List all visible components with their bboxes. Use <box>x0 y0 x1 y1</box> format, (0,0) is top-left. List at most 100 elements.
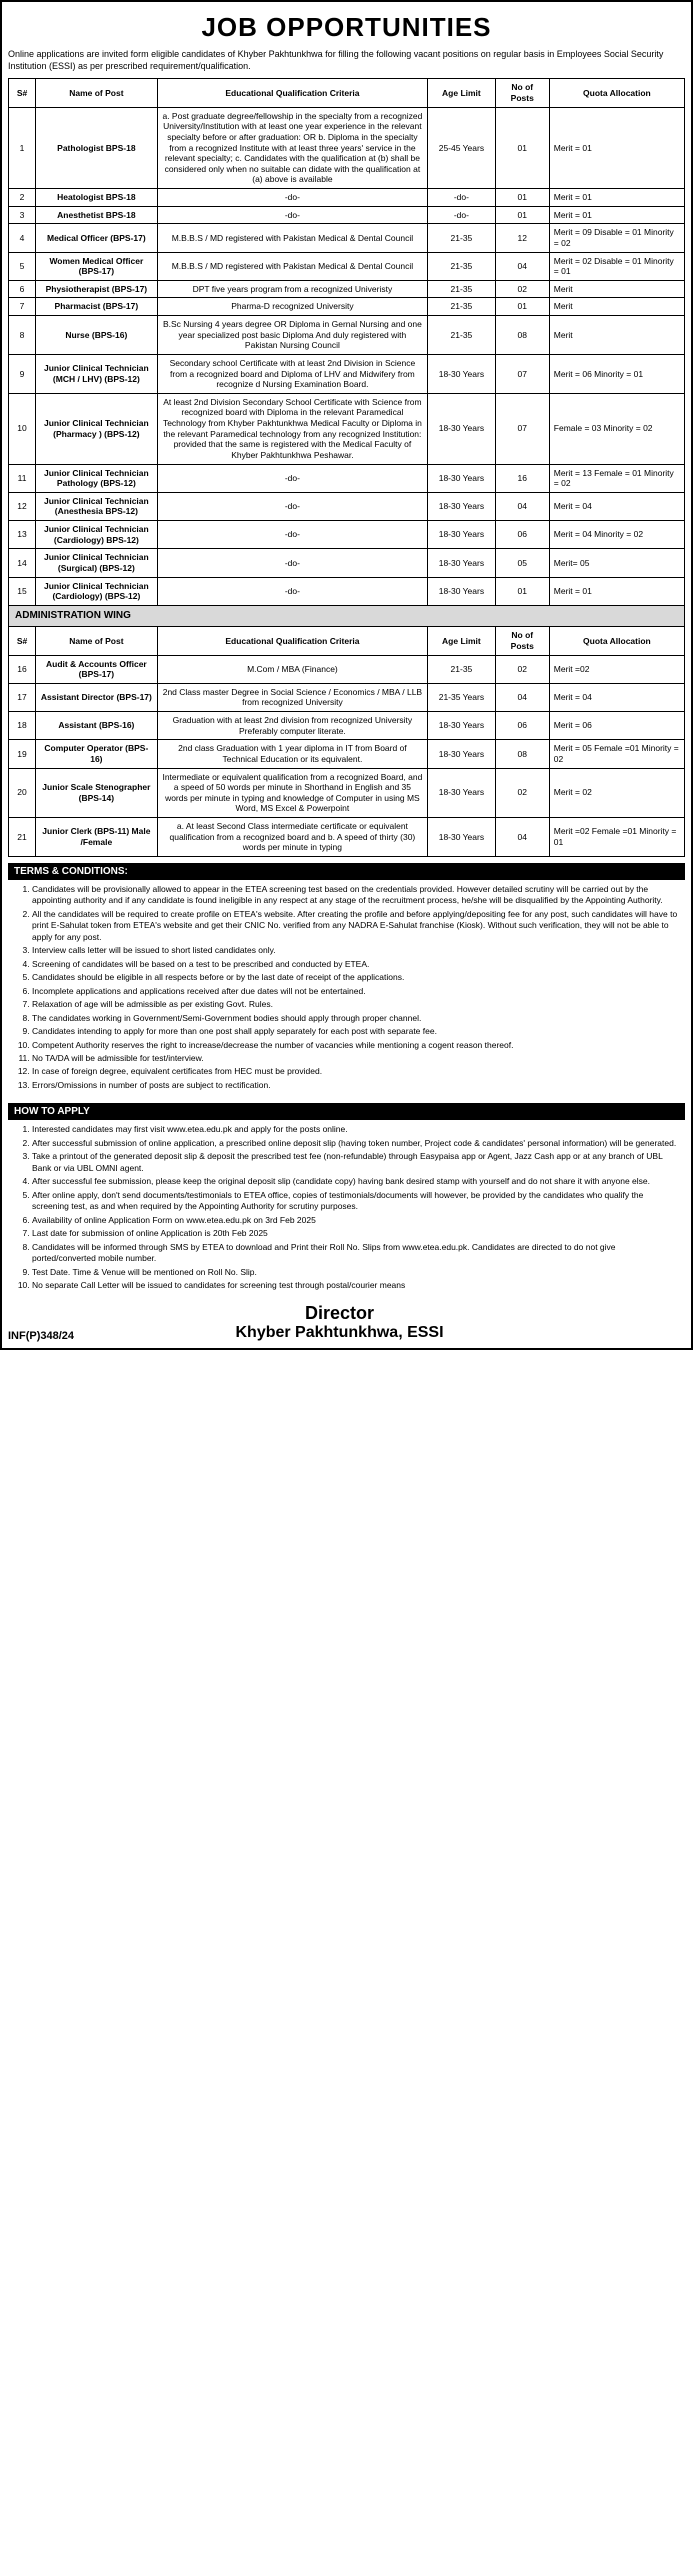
col-age: Age Limit <box>428 627 496 655</box>
cell-name: Junior Clinical Technician (Cardiology) … <box>36 521 158 549</box>
col-name: Name of Post <box>36 627 158 655</box>
table-row: 18Assistant (BPS-16)Graduation with at l… <box>9 712 685 740</box>
cell-sn: 8 <box>9 316 36 355</box>
cell-num: 06 <box>495 712 549 740</box>
cell-crit: Intermediate or equivalent qualification… <box>157 768 427 818</box>
cell-name: Junior Clinical Technician (Surgical) (B… <box>36 549 158 577</box>
list-item: After successful submission of online ap… <box>32 1138 679 1149</box>
cell-quota: Merit = 01 <box>549 107 684 188</box>
cell-age: 18-30 Years <box>428 549 496 577</box>
cell-age: 21-35 Years <box>428 683 496 711</box>
cell-quota: Merit <box>549 280 684 298</box>
cell-sn: 17 <box>9 683 36 711</box>
cell-age: 21-35 <box>428 280 496 298</box>
cell-quota: Merit = 04 <box>549 492 684 520</box>
table-row: 15Junior Clinical Technician (Cardiology… <box>9 577 685 605</box>
cell-sn: 21 <box>9 818 36 857</box>
col-num: No of Posts <box>495 627 549 655</box>
table-row: 17Assistant Director (BPS-17)2nd Class m… <box>9 683 685 711</box>
cell-name: Audit & Accounts Officer (BPS-17) <box>36 655 158 683</box>
cell-quota: Merit = 06 <box>549 712 684 740</box>
cell-sn: 9 <box>9 354 36 393</box>
cell-quota: Merit = 01 <box>549 189 684 207</box>
col-quota: Quota Allocation <box>549 79 684 107</box>
table-row: 21Junior Clerk (BPS-11) Male /Femalea. A… <box>9 818 685 857</box>
cell-sn: 1 <box>9 107 36 188</box>
cell-quota: Merit = 09 Disable = 01 Minority = 02 <box>549 224 684 252</box>
cell-sn: 14 <box>9 549 36 577</box>
cell-num: 01 <box>495 298 549 316</box>
cell-name: Medical Officer (BPS-17) <box>36 224 158 252</box>
cell-crit: -do- <box>157 206 427 224</box>
list-item: Candidates should be eligible in all res… <box>32 972 679 983</box>
cell-crit: Graduation with at least 2nd division fr… <box>157 712 427 740</box>
list-item: Candidates intending to apply for more t… <box>32 1026 679 1037</box>
cell-num: 08 <box>495 740 549 768</box>
cell-name: Junior Clinical Technician Pathology (BP… <box>36 464 158 492</box>
list-item: Last date for submission of online Appli… <box>32 1228 679 1239</box>
list-item: All the candidates will be required to c… <box>32 909 679 943</box>
job-ad-page: JOB OPPORTUNITIES Online applications ar… <box>0 0 693 1350</box>
cell-sn: 16 <box>9 655 36 683</box>
table-row: 19Computer Operator (BPS-16)2nd class Gr… <box>9 740 685 768</box>
terms-header: TERMS & CONDITIONS: <box>8 863 685 880</box>
list-item: Relaxation of age will be admissible as … <box>32 999 679 1010</box>
cell-crit: a. Post graduate degree/fellowship in th… <box>157 107 427 188</box>
table-row: 13Junior Clinical Technician (Cardiology… <box>9 521 685 549</box>
cell-num: 01 <box>495 107 549 188</box>
cell-sn: 2 <box>9 189 36 207</box>
table-row: 10Junior Clinical Technician (Pharmacy )… <box>9 393 685 464</box>
list-item: Interested candidates may first visit ww… <box>32 1124 679 1135</box>
cell-quota: Merit = 13 Female = 01 Minority = 02 <box>549 464 684 492</box>
cell-sn: 18 <box>9 712 36 740</box>
cell-num: 01 <box>495 577 549 605</box>
cell-crit: M.B.B.S / MD registered with Pakistan Me… <box>157 252 427 280</box>
cell-name: Women Medical Officer (BPS-17) <box>36 252 158 280</box>
list-item: Incomplete applications and applications… <box>32 986 679 997</box>
cell-name: Assistant Director (BPS-17) <box>36 683 158 711</box>
cell-num: 07 <box>495 354 549 393</box>
list-item: Candidates will be provisionally allowed… <box>32 884 679 907</box>
cell-crit: -do- <box>157 521 427 549</box>
cell-num: 16 <box>495 464 549 492</box>
signature-block: Director Khyber Pakhtunkhwa, ESSI <box>74 1303 605 1342</box>
cell-sn: 19 <box>9 740 36 768</box>
cell-age: 18-30 Years <box>428 521 496 549</box>
cell-name: Nurse (BPS-16) <box>36 316 158 355</box>
list-item: Take a printout of the generated deposit… <box>32 1151 679 1174</box>
table-row: 7Pharmacist (BPS-17)Pharma-D recognized … <box>9 298 685 316</box>
cell-crit: Secondary school Certificate with at lea… <box>157 354 427 393</box>
cell-name: Junior Clinical Technician (Anesthesia B… <box>36 492 158 520</box>
cell-name: Junior Scale Stenographer (BPS-14) <box>36 768 158 818</box>
col-age: Age Limit <box>428 79 496 107</box>
cell-crit: M.Com / MBA (Finance) <box>157 655 427 683</box>
cell-num: 05 <box>495 549 549 577</box>
cell-age: 25-45 Years <box>428 107 496 188</box>
cell-quota: Merit <box>549 298 684 316</box>
cell-name: Heatologist BPS-18 <box>36 189 158 207</box>
cell-sn: 12 <box>9 492 36 520</box>
list-item: No separate Call Letter will be issued t… <box>32 1280 679 1291</box>
cell-quota: Merit = 01 <box>549 206 684 224</box>
cell-name: Junior Clinical Technician (Cardiology) … <box>36 577 158 605</box>
cell-name: Junior Clerk (BPS-11) Male /Female <box>36 818 158 857</box>
list-item: Errors/Omissions in number of posts are … <box>32 1080 679 1091</box>
cell-crit: -do- <box>157 549 427 577</box>
cell-quota: Merit = 04 Minority = 02 <box>549 521 684 549</box>
cell-quota: Female = 03 Minority = 02 <box>549 393 684 464</box>
list-item: Competent Authority reserves the right t… <box>32 1040 679 1051</box>
cell-num: 02 <box>495 768 549 818</box>
table-row: 20Junior Scale Stenographer (BPS-14)Inte… <box>9 768 685 818</box>
table-row: 6Physiotherapist (BPS-17)DPT five years … <box>9 280 685 298</box>
table-row: 3Anesthetist BPS-18-do--do-01Merit = 01 <box>9 206 685 224</box>
table-row: 5Women Medical Officer (BPS-17)M.B.B.S /… <box>9 252 685 280</box>
cell-age: 18-30 Years <box>428 712 496 740</box>
apply-list: Interested candidates may first visit ww… <box>8 1120 685 1297</box>
cell-num: 01 <box>495 189 549 207</box>
cell-quota: Merit = 04 <box>549 683 684 711</box>
cell-quota: Merit = 05 Female =01 Minority = 02 <box>549 740 684 768</box>
cell-crit: -do- <box>157 464 427 492</box>
cell-crit: -do- <box>157 492 427 520</box>
cell-crit: 2nd Class master Degree in Social Scienc… <box>157 683 427 711</box>
cell-name: Assistant (BPS-16) <box>36 712 158 740</box>
